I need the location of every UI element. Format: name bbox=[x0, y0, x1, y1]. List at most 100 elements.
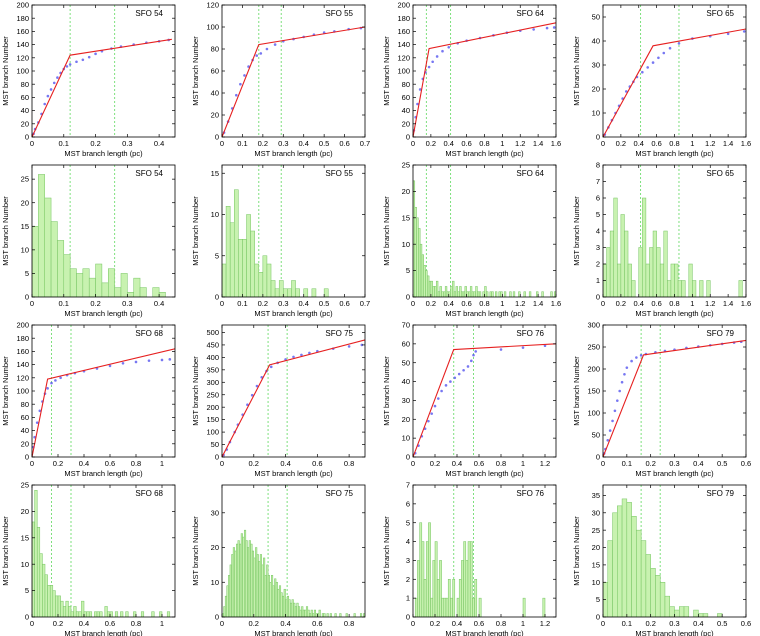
y-tick-label: 2 bbox=[406, 575, 410, 584]
histogram-bar bbox=[434, 541, 438, 617]
y-tick-label: 15 bbox=[211, 169, 219, 178]
histogram-bar bbox=[421, 254, 424, 297]
panel-title: SFO 64 bbox=[516, 169, 544, 178]
x-tick-label: 1.2 bbox=[705, 299, 715, 308]
x-tick-label: 0.6 bbox=[474, 459, 484, 468]
x-tick-label: 0.6 bbox=[339, 299, 349, 308]
data-point bbox=[49, 88, 53, 91]
x-tick-label: 0.4 bbox=[79, 459, 89, 468]
histogram-bar bbox=[523, 291, 526, 297]
histogram-bar bbox=[699, 280, 704, 297]
y-tick-label: 35 bbox=[592, 491, 600, 500]
plot-area bbox=[32, 5, 172, 137]
y-tick-label: 160 bbox=[397, 27, 410, 36]
y-tick-label: 100 bbox=[206, 23, 219, 32]
histogram-bar bbox=[461, 291, 464, 297]
y-tick-label: 20 bbox=[21, 119, 29, 128]
x-tick-label: 0.7 bbox=[360, 299, 370, 308]
x-axis-label: MST branch length (pc) bbox=[635, 469, 714, 478]
histogram-bar bbox=[334, 613, 337, 617]
x-tick-label: 0.6 bbox=[461, 139, 471, 148]
plot-area bbox=[413, 5, 556, 137]
histogram-bar bbox=[323, 288, 329, 297]
data-point bbox=[273, 43, 277, 46]
y-tick-label: 80 bbox=[21, 80, 29, 89]
histogram-bar bbox=[450, 286, 453, 297]
histogram-bar bbox=[642, 197, 647, 297]
data-point bbox=[657, 56, 660, 60]
histogram-bar bbox=[659, 263, 665, 297]
histogram-bar bbox=[258, 272, 264, 297]
data-point bbox=[308, 351, 311, 355]
histogram-bar bbox=[445, 597, 449, 617]
y-tick-label: 200 bbox=[16, 321, 29, 330]
x-tick-label: 0.3 bbox=[669, 459, 679, 468]
y-axis-label: MST branch Number bbox=[191, 36, 200, 106]
x-tick-label: 0 bbox=[220, 459, 224, 468]
fit-line bbox=[603, 28, 746, 137]
data-point bbox=[662, 51, 666, 55]
x-tick-label: 0.6 bbox=[461, 299, 471, 308]
plot-frame bbox=[221, 324, 366, 458]
histogram-bar bbox=[613, 197, 618, 297]
y-tick-label: 0 bbox=[25, 453, 29, 462]
histogram-bar bbox=[44, 574, 48, 617]
data-point bbox=[433, 404, 437, 408]
x-tick-label: 0.4 bbox=[298, 139, 308, 148]
y-axis-label: MST branch Number bbox=[1, 196, 10, 266]
data-point bbox=[347, 345, 351, 348]
x-tick-label: 0.6 bbox=[474, 619, 484, 628]
histogram-bar bbox=[467, 541, 471, 617]
x-tick-label: 0.4 bbox=[280, 459, 290, 468]
x-tick-label: 0.4 bbox=[154, 299, 164, 308]
y-tick-label: 40 bbox=[402, 377, 410, 386]
data-point bbox=[472, 353, 475, 357]
histogram-bar bbox=[283, 288, 288, 297]
plot-area bbox=[414, 485, 546, 617]
histogram-bar bbox=[439, 286, 442, 297]
histogram-bar bbox=[329, 613, 332, 617]
x-axis-label: MST branch length (pc) bbox=[254, 469, 333, 478]
histogram-bar bbox=[652, 230, 657, 297]
y-tick-label: 180 bbox=[397, 14, 410, 23]
chart-panel-16: 0 0.1 0.2 0.3 0.4 0.5 0.6 0 5 10 15 20 25 30 35 MST bra… bbox=[572, 484, 751, 636]
histogram-bar bbox=[101, 282, 109, 297]
data-point bbox=[437, 397, 440, 400]
x-tick-label: 0.2 bbox=[258, 139, 268, 148]
chart-panel-1: 0 0.1 0.2 0.3 0.4 0 20 40 60 80 100 120 140 160 180 200… bbox=[1, 1, 176, 158]
x-tick-label: 0.6 bbox=[105, 619, 115, 628]
data-point bbox=[641, 70, 644, 74]
histogram-bar bbox=[291, 280, 296, 297]
y-tick-label: 10 bbox=[211, 210, 219, 219]
histogram-bar bbox=[434, 286, 437, 297]
histogram-bar bbox=[104, 606, 108, 617]
data-point bbox=[50, 381, 53, 385]
x-tick-label: 0.8 bbox=[496, 459, 506, 468]
histogram-bar bbox=[702, 613, 709, 617]
histogram-bar bbox=[443, 291, 446, 297]
histogram-bar bbox=[270, 280, 276, 297]
data-point bbox=[474, 350, 478, 353]
histogram-bar bbox=[32, 226, 39, 297]
y-tick-label: 160 bbox=[16, 347, 29, 356]
y-tick-label: 1 bbox=[596, 276, 600, 285]
x-axis-label: MST branch length (pc) bbox=[64, 149, 143, 158]
y-tick-label: 15 bbox=[592, 560, 600, 569]
x-tick-label: 1.2 bbox=[515, 139, 525, 148]
histogram-bar bbox=[550, 291, 553, 297]
histogram-bar bbox=[418, 228, 421, 297]
x-axis-label: MST branch length (pc) bbox=[254, 309, 333, 318]
x-tick-label: 0.3 bbox=[278, 299, 288, 308]
histogram-bar bbox=[503, 291, 507, 297]
y-tick-label: 300 bbox=[206, 378, 219, 387]
y-tick-label: 5 bbox=[596, 595, 600, 604]
data-point bbox=[431, 60, 434, 64]
data-point bbox=[87, 55, 91, 59]
fit-line bbox=[222, 339, 365, 457]
y-tick-label: 10 bbox=[21, 560, 29, 569]
histogram-bar bbox=[621, 498, 628, 617]
histogram-bar bbox=[47, 585, 51, 617]
histogram-bar bbox=[706, 280, 711, 297]
histogram-bar bbox=[435, 280, 439, 297]
y-tick-label: 8 bbox=[596, 161, 600, 170]
